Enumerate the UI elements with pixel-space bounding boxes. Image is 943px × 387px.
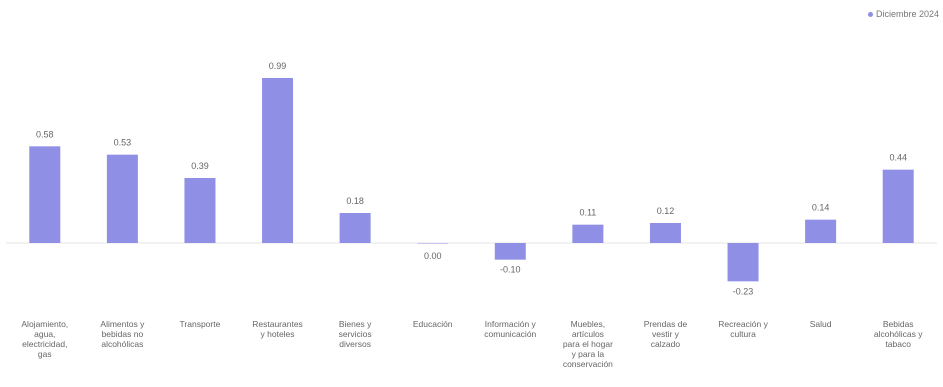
data-label: 0.58 (36, 129, 54, 139)
category-label: Transporte (180, 319, 221, 329)
bar[interactable] (572, 224, 604, 243)
data-label: 0.99 (269, 61, 287, 71)
bar[interactable] (494, 243, 526, 260)
data-label: 0.18 (346, 196, 364, 206)
category-label: Salud (810, 319, 832, 329)
bar[interactable] (805, 219, 837, 243)
category-label: Restaurantes y hoteles (252, 319, 303, 339)
bar[interactable] (262, 78, 294, 243)
category-label: Prendas de vestir y calzado (644, 319, 688, 349)
bar[interactable] (882, 169, 914, 243)
data-label: -0.23 (733, 286, 754, 296)
data-label: 0.39 (191, 161, 209, 171)
bar[interactable] (184, 178, 216, 243)
data-label: 0.53 (114, 138, 132, 148)
category-label: Alimentos y bebidas no alcohólicas (100, 319, 145, 349)
data-label: -0.10 (500, 265, 521, 275)
category-label: Muebles, artículos para el hogar y para la c… (563, 319, 613, 369)
legend-swatch (867, 12, 873, 18)
bar[interactable] (649, 223, 681, 243)
bar[interactable] (417, 243, 449, 244)
data-label: 0.14 (812, 203, 830, 213)
category-label: Educación (413, 319, 453, 329)
data-label: 0.12 (657, 206, 675, 216)
category-label: Información y comunicación (484, 319, 536, 339)
legend: Diciembre 2024 (867, 9, 939, 19)
bar[interactable] (339, 213, 371, 243)
category-label: Bienes y servicios diversos (339, 319, 373, 349)
bar[interactable] (106, 154, 138, 243)
category-label: Recreación y cultura (718, 319, 768, 339)
category-label: Alojamiento, agua, electricidad, gas (21, 319, 68, 359)
legend-label: Diciembre 2024 (875, 9, 939, 19)
data-label: 0.44 (889, 153, 907, 163)
data-label: 0.00 (424, 251, 442, 261)
bar[interactable] (29, 146, 61, 243)
bar[interactable] (727, 243, 759, 282)
data-label: 0.11 (579, 208, 596, 218)
category-label: Bebidas alcohólicas y tabaco (874, 319, 923, 349)
